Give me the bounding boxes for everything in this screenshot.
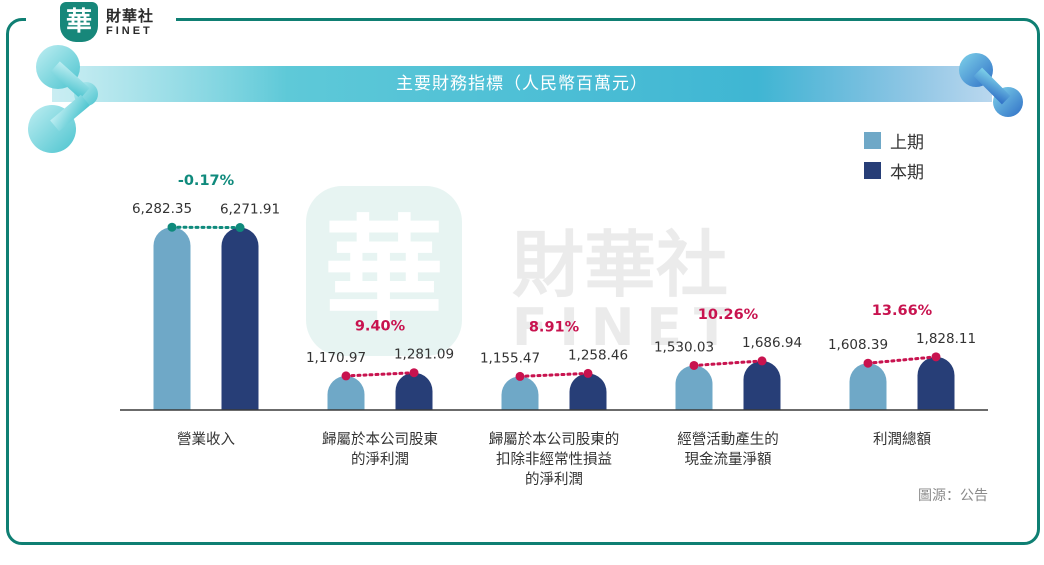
change-connector-1 <box>344 371 416 378</box>
legend: 上期 本期 <box>864 128 924 188</box>
change-label-0: -0.17% <box>178 173 235 189</box>
bar-curr-0 <box>221 227 259 410</box>
change-dot-prev-3 <box>689 360 699 370</box>
source-note: 圖源：公告 <box>918 488 988 504</box>
value-label-curr-1: 1,281.09 <box>394 347 454 363</box>
legend-swatch-curr <box>864 161 881 179</box>
category-label-3: 經營活動產生的 現金流量淨額 <box>633 430 823 470</box>
watermark-seal: 華 <box>324 205 444 344</box>
change-dot-prev-4 <box>863 358 873 368</box>
bar-curr-3 <box>743 360 781 410</box>
change-dot-prev-0 <box>167 222 177 232</box>
bar-prev-3 <box>675 365 713 410</box>
category-label-0: 營業收入 <box>111 430 301 450</box>
change-connector-3 <box>692 359 764 367</box>
value-label-prev-2: 1,155.47 <box>480 350 540 366</box>
category-label-line: 利潤總額 <box>873 432 931 448</box>
logo-seal-icon: 華 <box>60 2 98 42</box>
category-label-4: 利潤總額 <box>807 430 997 450</box>
value-label-prev-4: 1,608.39 <box>828 337 888 353</box>
bar-curr-4 <box>917 356 955 410</box>
category-label-1: 歸屬於本公司股東 的淨利潤 <box>285 430 475 470</box>
value-label-curr-4: 1,828.11 <box>916 331 976 347</box>
change-label-3: 10.26% <box>698 307 759 323</box>
bar-prev-0 <box>153 227 191 410</box>
legend-label-prev: 上期 <box>890 132 924 153</box>
change-dot-curr-0 <box>235 223 245 233</box>
finet-logo: 華 財華社 FINET <box>60 0 154 44</box>
category-label-line: 歸屬於本公司股東 <box>322 432 438 448</box>
category-label-line: 營業收入 <box>177 432 235 448</box>
category-label-line: 歸屬於本公司股東的 <box>488 432 620 448</box>
watermark-en: FINET <box>512 298 741 358</box>
bars-layer: 6,282.35 6,271.91 -0.17% 1,170.97 1,281.09 9.… <box>132 173 976 410</box>
bar-prev-2 <box>501 376 539 410</box>
value-label-curr-3: 1,686.94 <box>742 335 802 351</box>
category-label-line: 的淨利潤 <box>351 452 409 468</box>
change-dot-prev-1 <box>341 371 351 381</box>
change-dot-curr-1 <box>409 368 419 378</box>
title-band <box>52 66 992 102</box>
category-label-2: 歸屬於本公司股東的 扣除非經常性損益 的淨利潤 <box>459 430 649 490</box>
right-bubble-decoration <box>959 53 1023 117</box>
change-label-2: 8.91% <box>529 319 580 335</box>
change-dot-curr-2 <box>583 368 593 378</box>
change-connector-2 <box>518 371 590 378</box>
chart-title: 主要財務指標（人民幣百萬元） <box>396 74 648 94</box>
value-label-prev-3: 1,530.03 <box>654 339 714 355</box>
watermark: 華 財華社 FINET <box>306 186 741 358</box>
watermark-seal-shape <box>306 186 462 356</box>
change-label-4: 13.66% <box>872 303 933 319</box>
logo-en: FINET <box>106 24 153 37</box>
change-connector-4 <box>866 355 938 365</box>
legend-label-curr: 本期 <box>890 162 924 183</box>
card-frame <box>6 18 1040 545</box>
logo-cn: 財華社 <box>106 6 155 25</box>
left-bubble-decoration <box>28 45 98 153</box>
bar-prev-1 <box>327 375 365 410</box>
legend-swatch-prev <box>864 131 881 149</box>
change-label-1: 9.40% <box>355 319 406 335</box>
bar-prev-4 <box>849 363 887 410</box>
value-label-curr-0: 6,271.91 <box>220 202 280 218</box>
category-label-line: 經營活動產生的 <box>677 432 779 448</box>
category-label-line: 現金流量淨額 <box>684 452 772 468</box>
value-label-prev-0: 6,282.35 <box>132 201 192 217</box>
logo-text: 財華社 FINET <box>106 6 155 37</box>
change-dot-curr-3 <box>757 356 767 366</box>
value-label-curr-2: 1,258.46 <box>568 347 628 363</box>
watermark-cn: 財華社 <box>512 223 728 307</box>
change-dot-prev-2 <box>515 371 525 381</box>
bar-curr-1 <box>395 372 433 410</box>
legend-item-prev: 上期 <box>864 128 924 153</box>
value-label-prev-1: 1,170.97 <box>306 350 366 366</box>
legend-item-curr: 本期 <box>864 158 924 183</box>
category-label-line: 扣除非經常性損益 <box>496 452 612 468</box>
category-label-line: 的淨利潤 <box>525 472 583 488</box>
change-dot-curr-4 <box>931 352 941 362</box>
bar-curr-2 <box>569 373 607 410</box>
